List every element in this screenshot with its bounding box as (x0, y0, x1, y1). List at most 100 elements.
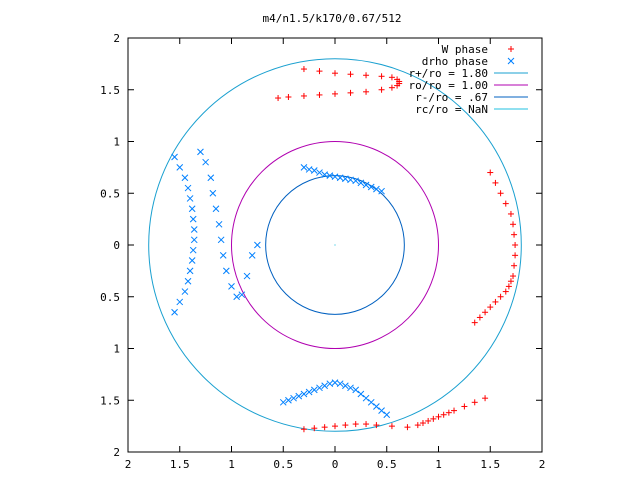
drho-phase-point (310, 167, 318, 174)
drho-phase-point (197, 148, 204, 156)
drho-phase-point (202, 158, 209, 166)
drho-phase-point (336, 174, 344, 182)
circle-1 (231, 141, 439, 349)
drho-phase-point (285, 396, 292, 404)
drho-phase-point (300, 390, 308, 398)
drho-phase-point (305, 166, 313, 173)
chart-title: m4/n1.5/k170/0.67/512 (262, 12, 401, 25)
drho-phase-point (326, 380, 334, 388)
drho-phase-point (367, 183, 375, 191)
drho-phase-point (300, 164, 308, 171)
drho-phase-point (341, 382, 349, 390)
drho-phase-point (331, 379, 339, 387)
legend-label: W phase (442, 43, 488, 56)
legend-label: r-/ro = .67 (415, 91, 488, 104)
axes: 2 1.5 1 0.5 0 0.5 1 1.5 221.510.500.511.52 (100, 32, 545, 471)
drho-phase-point (336, 380, 344, 388)
drho-phase-point (181, 174, 189, 182)
x-tick-label: 1 (435, 458, 442, 471)
drho-phase-point (207, 174, 215, 182)
drho-phase-point (233, 293, 241, 301)
drho-phase-point (326, 172, 334, 180)
x-tick-label: 1.5 (170, 458, 190, 471)
drho-phase-point (189, 246, 197, 254)
drho-phase-point (279, 398, 287, 406)
drho-phase-point (189, 215, 197, 223)
drho-phase-point (181, 288, 189, 295)
drho-phase-point (209, 189, 217, 197)
drho-phase-point (316, 169, 323, 176)
y-tick-label: 0 (113, 239, 120, 252)
legend-label: rc/ro = NaN (415, 103, 488, 116)
y-tick-label: 1 (113, 343, 120, 356)
x-tick-label: 0.5 (377, 458, 397, 471)
drho-phase-point (222, 267, 230, 275)
circle-1.8 (148, 58, 522, 432)
drho-phase-point (362, 394, 370, 402)
x-tick-label: 2 (539, 458, 546, 471)
drho-phase-point (228, 283, 235, 290)
reference-circles (148, 58, 522, 432)
drho-phase-point (378, 407, 385, 414)
drho-phase-point (176, 164, 184, 171)
x-tick-label: 0 (332, 458, 339, 471)
drho-phase-point (238, 291, 246, 299)
drho-phase-point (184, 277, 192, 285)
y-tick-label: 0.5 (100, 291, 120, 304)
center-point (334, 244, 336, 246)
drho-phase-point (373, 403, 380, 410)
y-tick-label: 2 (113, 446, 120, 459)
drho-phase-point (171, 153, 178, 161)
drho-phase-point (190, 236, 198, 244)
y-tick-label: 1.5 (100, 84, 120, 97)
drho-phase-point (290, 394, 297, 402)
drho-phase-point (378, 187, 385, 195)
data-markers (171, 66, 519, 433)
drho-phase-point (171, 308, 178, 316)
drho-phase-point (186, 267, 194, 275)
y-tick-label: 2 (113, 32, 120, 45)
drho-phase-point (507, 57, 515, 65)
drho-phase-point (331, 173, 339, 181)
drho-phase-point (254, 241, 261, 249)
drho-phase-point (357, 390, 365, 398)
drho-phase-point (188, 257, 196, 264)
drho-phase-point (352, 386, 360, 394)
drho-phase-point (357, 179, 365, 187)
drho-phase-point (184, 184, 192, 192)
drho-phase-point (321, 382, 329, 390)
drho-phase-point (347, 384, 354, 392)
drho-phase-point (186, 195, 194, 202)
drho-phase-point (295, 392, 303, 400)
drho-phase-point (190, 226, 198, 233)
drho-phase-point (362, 181, 370, 189)
drho-phase-point (217, 236, 225, 244)
drho-phase-point (212, 205, 220, 213)
drho-phase-point (243, 272, 251, 280)
drho-phase-point (341, 175, 349, 183)
x-tick-label: 1 (228, 458, 235, 471)
x-tick-label: 2 (125, 458, 132, 471)
drho-phase-point (188, 205, 196, 213)
y-tick-label: 0.5 (100, 187, 120, 200)
drho-phase-point (219, 251, 227, 259)
drho-phase-point (352, 177, 360, 185)
x-tick-label: 1.5 (480, 458, 500, 471)
drho-phase-point (248, 251, 256, 259)
drho-phase-point (383, 411, 391, 419)
x-tick-label: 0.5 (273, 458, 293, 471)
legend-label: drho phase (422, 55, 488, 68)
y-tick-label: 1 (113, 136, 120, 149)
drho-phase-point (305, 388, 313, 396)
drho-phase-point (367, 398, 375, 406)
drho-phase-point (176, 298, 184, 306)
drho-phase-point (310, 386, 318, 394)
drho-phase-point (215, 220, 223, 228)
circle-0.67 (265, 175, 405, 315)
drho-phase-point (373, 185, 380, 193)
drho-phase-point (316, 384, 323, 392)
drho-phase-point (347, 176, 354, 184)
drho-phase-point (321, 171, 329, 178)
